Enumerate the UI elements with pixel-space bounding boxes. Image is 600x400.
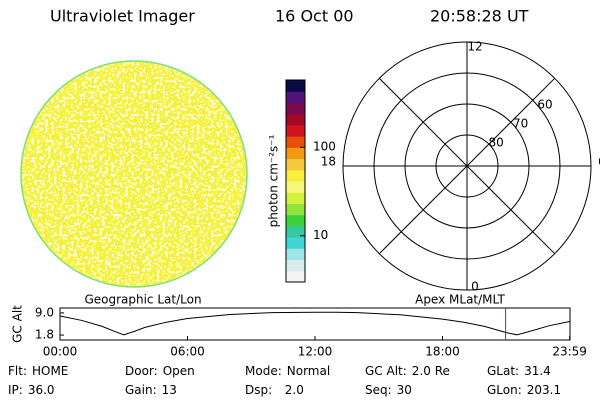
status-value: 36.0: [28, 383, 55, 397]
altitude-line: [59, 311, 570, 336]
colorbar-segment: [286, 91, 305, 103]
status-field: Gain: 13: [125, 383, 177, 397]
colorbar-segment: [286, 259, 305, 272]
status-label: IP:: [8, 383, 23, 397]
spoke: [378, 77, 556, 255]
status-field: Seq: 30: [365, 383, 412, 397]
colorbar-frame: [285, 79, 306, 283]
status-value: 31.4: [524, 364, 551, 378]
status-field: Flt: HOME: [8, 364, 68, 378]
lat-label: 80: [489, 136, 504, 150]
x-tick-label: 23:59: [552, 345, 587, 359]
x-tick-label: 12:00: [298, 345, 333, 359]
colorbar-segment: [286, 203, 305, 216]
mlt-label: 12: [467, 40, 482, 54]
status-value: Open: [163, 364, 195, 378]
status-field: GC Alt: 2.0 Re: [365, 364, 450, 378]
status-label: Flt:: [8, 364, 27, 378]
title: Ultraviolet Imager: [50, 7, 195, 26]
x-tick-label: 06:00: [170, 345, 205, 359]
status-field: Mode: Normal: [245, 364, 330, 378]
status-value: 30: [397, 383, 412, 397]
colorbar-tick-label: 100: [313, 140, 336, 154]
status-label: Seq:: [365, 383, 392, 397]
colorbar-segment: [286, 80, 305, 92]
orbit-left-title: Geographic Lat/Lon: [84, 293, 201, 307]
x-tick-label: 18:00: [425, 345, 460, 359]
date: 16 Oct 00: [275, 7, 354, 26]
status-value: HOME: [32, 364, 68, 378]
status-label: Gain:: [125, 383, 157, 397]
status-field: IP: 36.0: [8, 383, 55, 397]
time: 20:58:28 UT: [430, 7, 529, 26]
status-value: 2.0 Re: [412, 364, 450, 378]
mlt-label: 18: [321, 155, 336, 169]
orbit-right-title: Apex MLat/MLT: [415, 293, 505, 307]
colorbar: 10 100 photon cm⁻²s⁻¹: [267, 79, 336, 283]
colorbar-segment: [286, 237, 305, 249]
mlt-label: 6: [598, 155, 600, 169]
status-label: GLat:: [487, 364, 519, 378]
status-value: 2.0: [277, 383, 304, 397]
colorbar-segment: [286, 181, 305, 193]
status-label: GC Alt:: [365, 364, 407, 378]
status-field: Door: Open: [125, 364, 195, 378]
x-tick-label: 00:00: [43, 345, 78, 359]
colorbar-tick-label: 10: [313, 228, 328, 242]
polar-grid: 121860607080: [321, 40, 600, 294]
colorbar-segment: [286, 248, 305, 261]
colorbar-segment: [286, 124, 305, 137]
status-field: Dsp: 2.0: [245, 383, 304, 397]
status-field: GLon: 203.1: [487, 383, 561, 397]
colorbar-segment: [286, 192, 305, 204]
status-value: 203.1: [527, 383, 561, 397]
status-label: GLon:: [487, 383, 522, 397]
lat-label: 60: [537, 98, 552, 112]
colorbar-segment: [286, 270, 305, 283]
status-label: Dsp:: [245, 383, 272, 397]
status-value: 13: [162, 383, 177, 397]
status-value: Normal: [287, 364, 330, 378]
y-tick-label: 9.0: [35, 305, 54, 319]
colorbar-segment: [286, 225, 305, 238]
status-label: Door:: [125, 364, 158, 378]
lat-label: 70: [513, 117, 528, 131]
colorbar-label: photon cm⁻²s⁻¹: [267, 134, 281, 227]
image-disk: [20, 60, 248, 288]
colorbar-segment: [286, 113, 305, 126]
status-label: Mode:: [245, 364, 282, 378]
orbit-plot: Geographic Lat/Lon Apex MLat/MLT GC Alt 9.0…: [11, 293, 587, 359]
colorbar-segment: [286, 102, 305, 115]
colorbar-segment: [286, 136, 305, 148]
colorbar-segment: [286, 169, 305, 182]
y-tick-label: 1.8: [35, 328, 54, 342]
colorbar-segment: [286, 158, 305, 171]
mlt-label: 0: [471, 280, 479, 294]
status-fields: Flt: HOME Door: Open Mode: Normal GC Alt: 2.0 R…: [8, 364, 561, 397]
colorbar-segment: [286, 214, 305, 227]
status-field: GLat: 31.4: [487, 364, 551, 378]
y-axis-label: GC Alt: [11, 305, 25, 343]
colorbar-segment: [286, 147, 305, 160]
